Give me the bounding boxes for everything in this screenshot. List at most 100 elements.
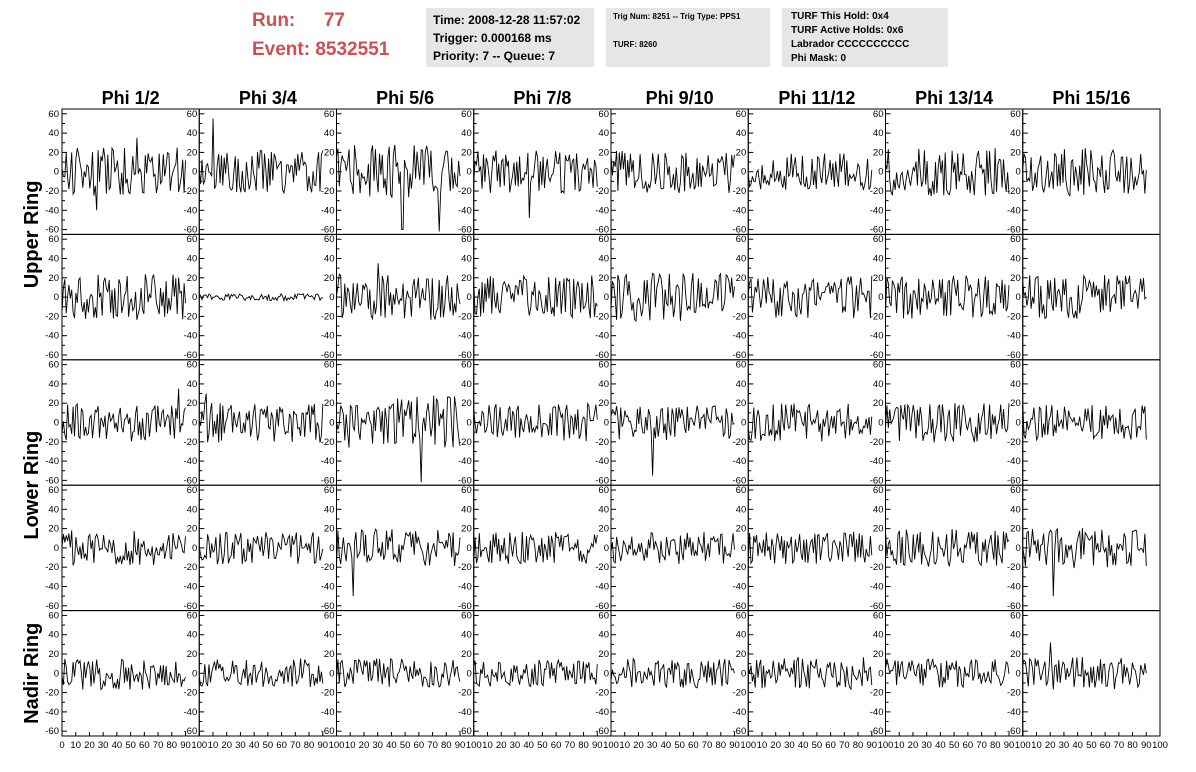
y-tick-label: -40 <box>870 205 884 216</box>
waveform-trace <box>885 658 1010 689</box>
y-tick-label: -40 <box>321 205 335 216</box>
y-tick-label: -20 <box>321 437 335 448</box>
y-tick-label: -20 <box>733 562 747 573</box>
waveform-trace <box>473 274 598 319</box>
phi-mask-text: Phi Mask: 0 <box>791 53 847 64</box>
y-tick-label: -60 <box>321 475 335 486</box>
y-tick-label: -60 <box>45 601 59 612</box>
y-tick-label: 20 <box>187 273 198 284</box>
y-tick-label: 0 <box>604 292 609 303</box>
y-tick-label: -20 <box>458 311 472 322</box>
y-tick-label: -60 <box>321 350 335 361</box>
y-tick-label: 60 <box>736 610 747 621</box>
waveform-trace <box>198 532 324 565</box>
y-tick-label: -40 <box>45 456 59 467</box>
x-tick-label: 70 <box>153 740 164 751</box>
y-tick-label: 40 <box>324 128 335 139</box>
y-tick-label: 20 <box>48 273 59 284</box>
y-tick-label: -40 <box>458 707 472 718</box>
y-tick-label: 40 <box>48 504 59 515</box>
x-tick-label: 70 <box>976 740 987 751</box>
y-tick-label: 60 <box>598 360 609 371</box>
y-tick-label: 0 <box>192 167 197 178</box>
y-tick-label: -40 <box>45 707 59 718</box>
y-tick-label: 60 <box>1010 610 1021 621</box>
waveform-trace <box>610 405 735 476</box>
waveform-trace <box>61 658 186 691</box>
y-tick-label: -20 <box>870 562 884 573</box>
x-tick-label: 40 <box>112 740 123 751</box>
waveform-trace <box>1022 527 1147 597</box>
y-tick-label: -20 <box>870 311 884 322</box>
turf-hold-text: TURF This Hold: 0x4 <box>791 11 889 22</box>
waveform-trace <box>885 275 1010 319</box>
waveform-trace <box>473 658 598 688</box>
y-tick-label: -60 <box>458 225 472 236</box>
y-tick-label: -40 <box>458 456 472 467</box>
y-tick-label: -20 <box>870 186 884 197</box>
x-tick-label: 80 <box>578 740 589 751</box>
y-tick-label: 40 <box>324 630 335 641</box>
x-tick-label: 100 <box>740 740 756 751</box>
y-tick-label: 60 <box>48 360 59 371</box>
y-tick-label: -60 <box>595 601 609 612</box>
y-tick-label: 0 <box>54 543 59 554</box>
y-tick-label: -40 <box>45 205 59 216</box>
y-tick-label: 40 <box>873 128 884 139</box>
y-tick-label: 20 <box>736 398 747 409</box>
x-tick-label: 40 <box>386 740 397 751</box>
y-tick-label: 40 <box>48 379 59 390</box>
event-value: 8532551 <box>315 39 390 60</box>
y-tick-label: -60 <box>321 225 335 236</box>
time-info-box: Time: 2008-12-28 11:57:02 Trigger: 0.000… <box>426 8 594 67</box>
y-tick-label: 60 <box>187 610 198 621</box>
y-tick-label: 0 <box>329 167 334 178</box>
y-tick-label: -40 <box>870 331 884 342</box>
y-tick-label: -20 <box>733 437 747 448</box>
y-tick-label: 40 <box>598 630 609 641</box>
y-tick-label: 0 <box>466 167 471 178</box>
waveform-trace <box>610 150 735 194</box>
y-tick-label: -20 <box>733 311 747 322</box>
x-tick-label: 40 <box>249 740 260 751</box>
y-tick-label: 20 <box>1010 649 1021 660</box>
waveform-trace <box>61 137 186 211</box>
y-tick-label: 40 <box>873 630 884 641</box>
y-tick-label: -40 <box>458 331 472 342</box>
y-tick-label: -20 <box>733 688 747 699</box>
x-tick-label: 60 <box>825 740 836 751</box>
y-tick-label: -60 <box>595 726 609 737</box>
waveform-trace <box>885 403 1010 443</box>
y-tick-label: 60 <box>736 234 747 245</box>
y-tick-label: 60 <box>1010 360 1021 371</box>
x-tick-label: 80 <box>441 740 452 751</box>
y-tick-label: 20 <box>736 649 747 660</box>
y-tick-label: 0 <box>329 418 334 429</box>
y-tick-label: 40 <box>736 504 747 515</box>
x-tick-label: 80 <box>990 740 1001 751</box>
labrador-text: Labrador CCCCCCCCCC <box>791 39 910 50</box>
priority-text: Priority: 7 -- Queue: 7 <box>433 49 556 63</box>
y-tick-label: 20 <box>324 524 335 535</box>
y-tick-label: -60 <box>870 726 884 737</box>
y-tick-label: 20 <box>187 649 198 660</box>
y-tick-label: -40 <box>595 205 609 216</box>
y-tick-label: 20 <box>736 147 747 158</box>
waveform-trace <box>336 395 461 483</box>
y-tick-label: -40 <box>870 707 884 718</box>
x-tick-label: 100 <box>191 740 207 751</box>
x-tick-label: 90 <box>1141 740 1152 751</box>
y-tick-label: -20 <box>184 562 198 573</box>
y-tick-label: -20 <box>321 311 335 322</box>
y-tick-label: -60 <box>595 475 609 486</box>
row-title: Upper Ring <box>21 181 43 289</box>
y-tick-label: 60 <box>598 234 609 245</box>
waveform-trace <box>198 393 324 443</box>
panel-frame <box>336 233 475 361</box>
y-tick-label: 40 <box>598 504 609 515</box>
x-tick-label: 70 <box>427 740 438 751</box>
x-tick-label: 30 <box>98 740 109 751</box>
waveform-trace <box>336 263 461 321</box>
time-text: Time: 2008-12-28 11:57:02 <box>433 13 581 27</box>
y-tick-label: 20 <box>1010 147 1021 158</box>
